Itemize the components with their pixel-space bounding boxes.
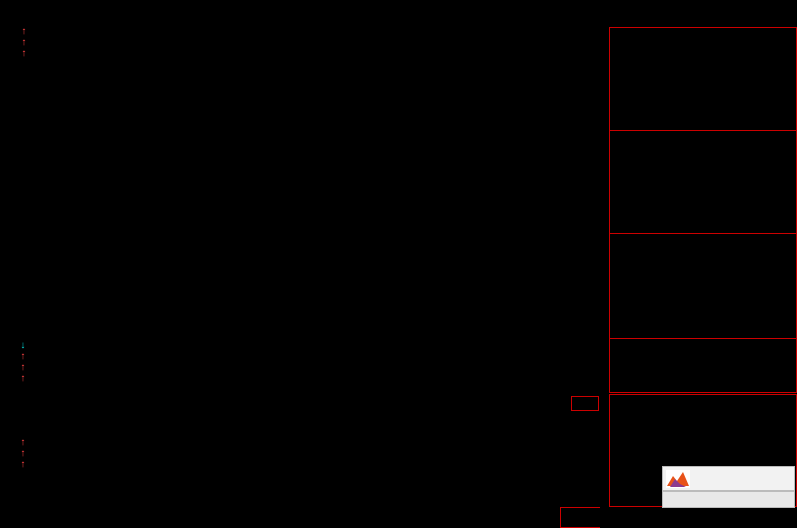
macd-panel-header: ↑ ↑ ↑	[20, 437, 26, 470]
buy-orders-box	[609, 130, 797, 234]
quote-panel	[600, 0, 797, 528]
stats-box	[609, 233, 797, 339]
watermark-banner	[662, 466, 795, 491]
watermark-url	[662, 491, 795, 508]
bottom-tab-bar[interactable]	[560, 507, 797, 528]
logo-icon	[666, 470, 690, 488]
watermark	[662, 466, 795, 508]
volume-unit-box	[571, 396, 599, 411]
sell-orders-box	[609, 27, 797, 131]
fundamentals-box	[609, 338, 797, 393]
volume-panel-header: ↓ ↑ ↑ ↑	[20, 340, 26, 384]
chart-header: ↑ ↑ ↑	[21, 26, 27, 59]
chart-area[interactable]: ↑ ↑ ↑ ↓ ↑ ↑ ↑ ↑ ↑ ↑	[0, 0, 600, 528]
